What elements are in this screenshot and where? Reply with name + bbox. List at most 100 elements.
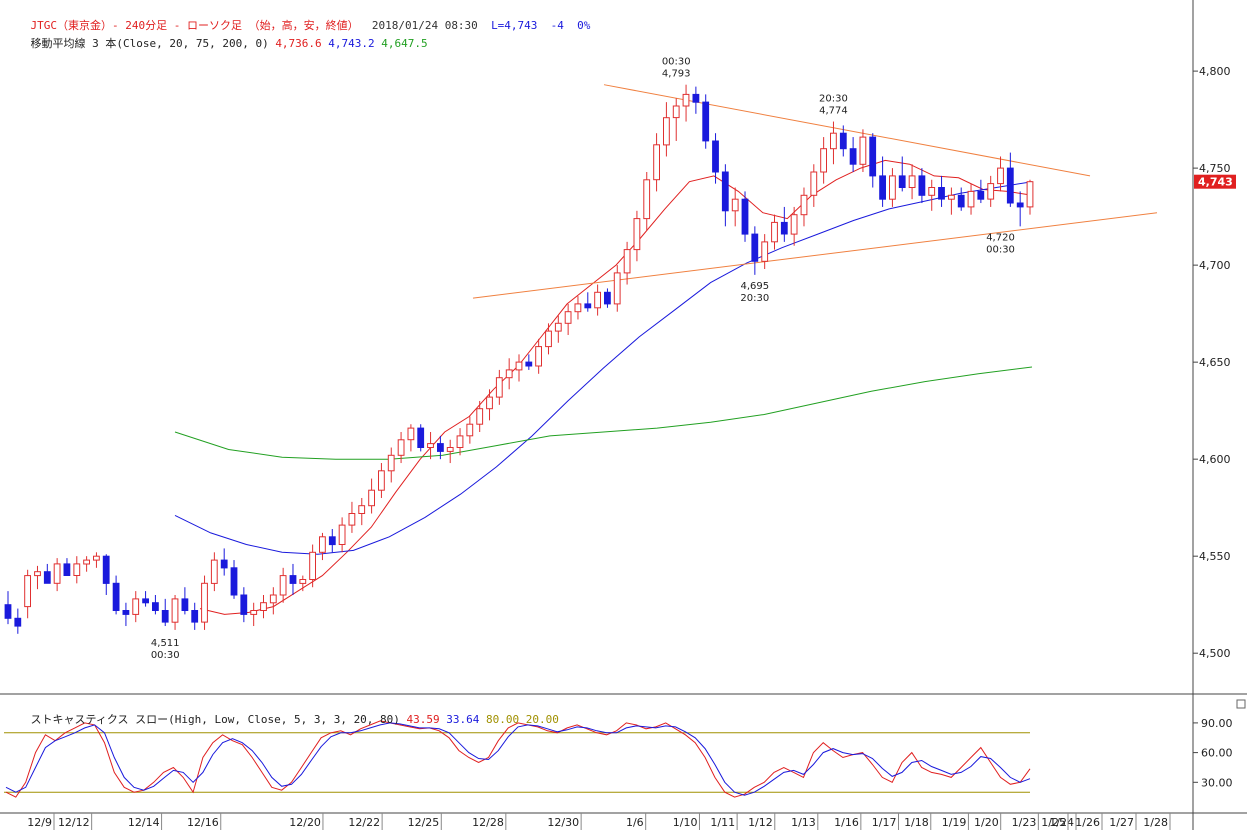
- candle-up: [368, 489, 376, 507]
- candle-up: [672, 105, 680, 119]
- candle-down: [869, 136, 877, 177]
- candle-down: [230, 567, 238, 596]
- candle-up: [378, 470, 385, 491]
- candle-up: [250, 610, 258, 615]
- time-tick-label: 1/11: [710, 816, 735, 829]
- candle-down: [142, 598, 149, 604]
- price-tick-label: 4,750: [1199, 162, 1231, 175]
- candle-up: [889, 175, 896, 200]
- stoch-label: ストキャスティクス スロー(High, Low, Close, 5, 3, 3,…: [30, 713, 400, 726]
- candle-down: [63, 563, 71, 577]
- candle-up: [613, 272, 621, 305]
- candle-up: [446, 447, 454, 452]
- annotation-label: 4,720: [986, 232, 1015, 243]
- candle-down: [152, 602, 159, 612]
- annotation-label: 4,511: [151, 638, 180, 649]
- candle-up: [210, 559, 218, 584]
- candle-up: [299, 579, 307, 584]
- candle-up: [820, 148, 828, 173]
- stoch-upper-value: 80.00: [486, 713, 520, 726]
- pane-close-icon[interactable]: [1236, 699, 1246, 709]
- time-tick-label: 1/10: [673, 816, 698, 829]
- stoch-k-value: 43.59: [406, 713, 440, 726]
- ma-line-20: [199, 159, 1033, 615]
- candle-down: [918, 175, 926, 196]
- candle-down: [957, 194, 965, 208]
- candle-up: [948, 194, 955, 200]
- annotation-label: 4,695: [741, 281, 770, 292]
- time-tick-label: 1/16: [834, 816, 859, 829]
- candle-up: [387, 454, 395, 472]
- candle-up: [505, 369, 513, 379]
- candle-up: [928, 187, 936, 196]
- candle-down: [938, 187, 945, 200]
- candle-down: [240, 594, 248, 615]
- time-tick-label: 1/6: [626, 816, 644, 829]
- candle-down: [879, 175, 887, 200]
- candle-down: [289, 575, 297, 584]
- candle-up: [830, 132, 837, 150]
- stoch-tick-label: 90.00: [1201, 717, 1233, 730]
- candle-up: [653, 144, 661, 181]
- time-tick-label: 1/20: [974, 816, 999, 829]
- candle-down: [849, 148, 857, 165]
- candle-down: [14, 617, 22, 627]
- chart-title: JTGC（東京金）- 240分足 - ローソク足 （始，高，安，終値）: [30, 19, 359, 32]
- candle-down: [525, 361, 533, 367]
- candle-down: [161, 610, 169, 623]
- candle-up: [800, 194, 808, 216]
- last-price: L=4,743: [491, 19, 538, 32]
- candle-down: [751, 233, 759, 262]
- candle-up: [486, 396, 493, 410]
- candle-up: [633, 218, 641, 251]
- price-tick-label: 4,700: [1199, 259, 1231, 272]
- time-tick-label: 1/23: [1012, 816, 1037, 829]
- time-tick-label: 1/19: [942, 816, 967, 829]
- candle-up: [407, 427, 415, 441]
- time-tick-label: 1/26: [1075, 816, 1100, 829]
- candle-up: [73, 563, 81, 577]
- candle-up: [456, 435, 464, 448]
- candle-up: [515, 361, 523, 371]
- ma200-value: 4,647.5: [381, 37, 428, 50]
- annotation-label: 20:30: [819, 94, 848, 105]
- candle-up: [574, 303, 582, 313]
- price-tick-label: 4,500: [1199, 647, 1231, 660]
- chart-datetime: 2018/01/24 08:30: [371, 19, 478, 32]
- candle-up: [34, 571, 41, 577]
- candle-up: [997, 167, 1004, 185]
- annotation-label: 00:30: [986, 244, 1015, 255]
- chart-header-line1: JTGC（東京金）- 240分足 - ローソク足 （始，高，安，終値） 2018…: [4, 4, 591, 46]
- stoch-lower-value: 20.00: [525, 713, 559, 726]
- time-tick-label: 12/22: [348, 816, 380, 829]
- candle-down: [702, 101, 710, 142]
- candle-down: [780, 221, 788, 235]
- time-tick-label: 12/25: [408, 816, 440, 829]
- annotation-label: 20:30: [740, 293, 769, 304]
- time-tick-label: 12/12: [58, 816, 90, 829]
- stoch-line-d: [5, 722, 1031, 796]
- stoch-header: ストキャスティクス スロー(High, Low, Close, 5, 3, 3,…: [4, 698, 559, 740]
- candle-down: [584, 303, 592, 309]
- time-tick-label: 1/28: [1143, 816, 1168, 829]
- candle-up: [269, 594, 277, 604]
- last-price-tag: [1194, 174, 1236, 189]
- candle-up: [545, 330, 552, 348]
- candle-up: [731, 198, 739, 212]
- candle-up: [908, 175, 916, 188]
- annotation-label: 00:30: [662, 57, 691, 68]
- candle-up: [761, 241, 769, 262]
- candle-up: [397, 439, 405, 456]
- candle-up: [682, 93, 690, 107]
- candle-up: [24, 575, 32, 608]
- candle-up: [427, 443, 434, 449]
- time-tick-label: 12/14: [128, 816, 160, 829]
- candle-up: [1026, 181, 1034, 208]
- candle-down: [43, 571, 51, 584]
- candle-down: [692, 93, 700, 103]
- candle-down: [741, 198, 749, 235]
- candle-down: [1016, 202, 1024, 208]
- candle-up: [319, 536, 326, 553]
- annotation-label: 00:30: [151, 650, 180, 661]
